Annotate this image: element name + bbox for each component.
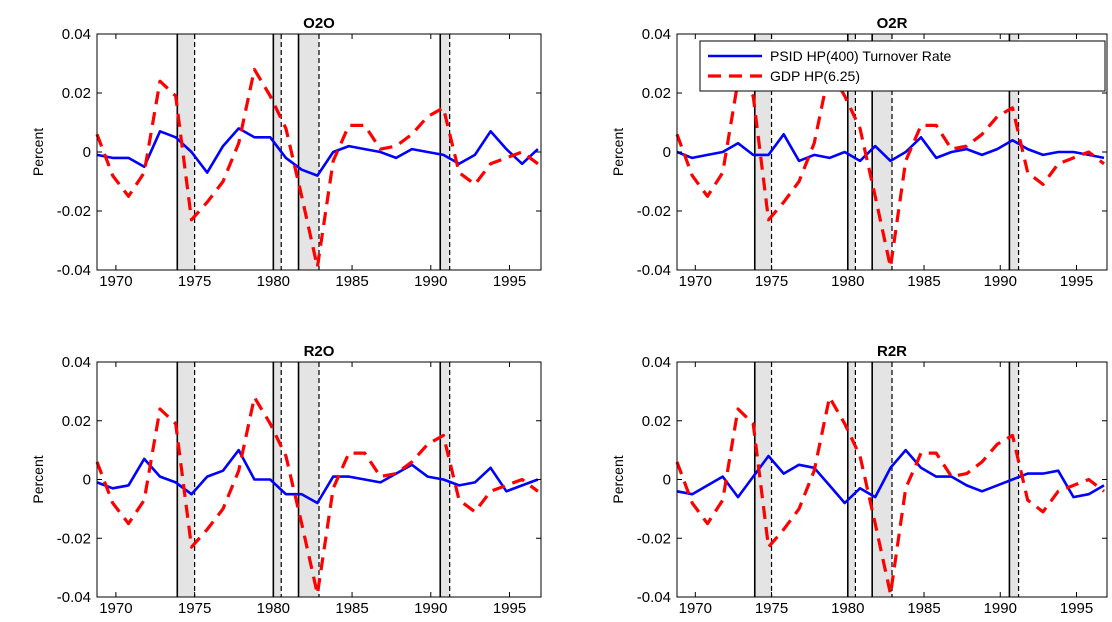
y-tick-label: 0.02 [62, 413, 91, 430]
y-tick-label: -0.04 [637, 262, 671, 279]
legend-label-gdp: GDP HP(6.25) [770, 68, 860, 84]
recession-band [440, 34, 450, 270]
recession-band [754, 362, 772, 597]
y-tick-label: -0.04 [57, 589, 91, 606]
y-tick-label: 0.04 [62, 354, 91, 371]
x-tick-label: 1985 [907, 600, 940, 617]
x-tick-label: 1985 [335, 273, 368, 290]
y-axis-label: Percent [30, 455, 46, 503]
x-tick-label: 1975 [178, 600, 211, 617]
y-tick-label: -0.04 [57, 262, 91, 279]
x-tick-label: 1995 [1060, 273, 1093, 290]
x-tick-label: 1995 [1060, 600, 1093, 617]
x-tick-label: 1975 [755, 273, 788, 290]
turnover-series-line [676, 133, 1105, 163]
panel-r2r: -0.04 -0.02 0 0.02 0.04 1970 1975 1980 1985 1990 1… [610, 343, 1108, 617]
panel-title: R2R [877, 343, 907, 360]
x-tick-label: 1995 [493, 273, 526, 290]
y-tick-label: 0.02 [642, 85, 671, 102]
x-tick-label: 1980 [831, 600, 864, 617]
legend-label-turnover: PSID HP(400) Turnover Rate [770, 48, 952, 64]
x-tick-label: 1990 [414, 600, 447, 617]
recession-band [273, 362, 282, 597]
panel-title: O2R [877, 15, 908, 32]
x-tick-label: 1980 [257, 600, 290, 617]
y-tick-label: 0 [663, 144, 671, 161]
recession-band [1009, 34, 1019, 270]
y-tick-label: 0 [83, 472, 91, 489]
y-tick-label: -0.02 [57, 203, 91, 220]
recession-band [177, 34, 195, 270]
recession-band [847, 34, 856, 270]
legend: PSID HP(400) Turnover Rate GDP HP(6.25) [699, 40, 1106, 92]
panel-title: R2O [304, 343, 335, 360]
turnover-series-line [96, 127, 539, 177]
y-tick-label: 0.02 [62, 85, 91, 102]
recession-band [872, 362, 892, 597]
panel-o2o: -0.04 -0.02 0 0.02 0.04 1970 1975 1980 1985 1990 1… [30, 15, 542, 290]
x-tick-label: 1990 [984, 273, 1017, 290]
x-tick-label: 1980 [831, 273, 864, 290]
turnover-series-line [96, 448, 539, 505]
x-tick-label: 1995 [493, 600, 526, 617]
recession-band [847, 362, 856, 597]
y-tick-label: -0.02 [637, 530, 671, 547]
x-tick-label: 1970 [99, 273, 132, 290]
y-tick-label: 0.04 [642, 354, 671, 371]
y-tick-label: 0.04 [62, 26, 91, 43]
x-tick-label: 1970 [679, 273, 712, 290]
y-axis-label: Percent [610, 455, 626, 503]
y-tick-label: -0.02 [637, 203, 671, 220]
gdp-series-line [95, 67, 539, 269]
recession-band [177, 362, 195, 597]
x-tick-label: 1990 [414, 273, 447, 290]
y-tick-label: 0 [663, 472, 671, 489]
turnover-series-line [676, 448, 1105, 505]
y-tick-label: 0.02 [642, 413, 671, 430]
panel-title: O2O [303, 15, 335, 32]
y-tick-label: 0 [83, 144, 91, 161]
y-tick-label: -0.02 [57, 530, 91, 547]
panel-r2o: -0.04 -0.02 0 0.02 0.04 1970 1975 1980 1985 1990 1… [30, 343, 542, 617]
x-tick-label: 1985 [335, 600, 368, 617]
x-tick-label: 1980 [257, 273, 290, 290]
y-tick-label: -0.04 [637, 589, 671, 606]
x-tick-label: 1975 [178, 273, 211, 290]
recession-band [273, 34, 282, 270]
x-tick-label: 1970 [99, 600, 132, 617]
x-tick-label: 1975 [755, 600, 788, 617]
x-tick-label: 1985 [907, 273, 940, 290]
gdp-series-line [95, 395, 539, 596]
legend-box [699, 40, 1106, 92]
y-axis-label: Percent [610, 128, 626, 176]
x-tick-label: 1990 [984, 600, 1017, 617]
x-tick-label: 1970 [679, 600, 712, 617]
y-axis-label: Percent [30, 128, 46, 176]
y-tick-label: 0.04 [642, 26, 671, 43]
